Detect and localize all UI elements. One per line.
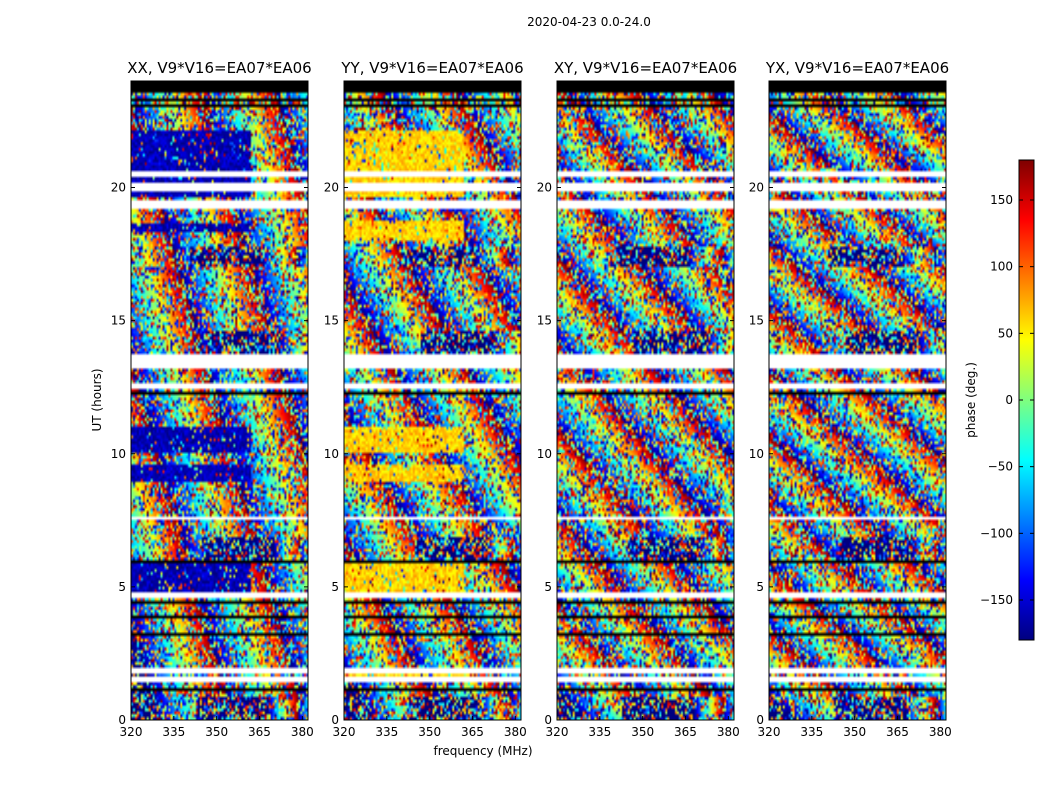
x-tick-label: 365 [674, 725, 697, 739]
y-axis-label: UT (hours) [90, 368, 104, 431]
x-tick-label: 380 [291, 725, 314, 739]
x-tick-label: 320 [758, 725, 781, 739]
y-tick-label: 10 [111, 447, 126, 461]
x-tick-label: 320 [546, 725, 569, 739]
y-tick-label: 10 [537, 447, 552, 461]
panels-group: XX, V9*V16=EA07*EA06 320 335 350 365 380 0 5 10 1… [111, 59, 952, 739]
y-tick-label: 20 [537, 181, 552, 195]
panel-title: XY, V9*V16=EA07*EA06 [554, 59, 737, 77]
colorbar-tick-label: 150 [990, 193, 1013, 207]
y-tick-label: 20 [324, 181, 339, 195]
y-tick-label: 0 [756, 713, 764, 727]
y-tick-label: 15 [749, 314, 764, 328]
x-tick-label: 320 [120, 725, 143, 739]
y-tick-label: 20 [749, 181, 764, 195]
x-axis-label: frequency (MHz) [433, 744, 532, 758]
panel-1: YY, V9*V16=EA07*EA06 320 335 350 365 380 0 5 10 1… [324, 59, 527, 739]
y-tick-label: 5 [118, 580, 126, 594]
y-tick-label: 20 [111, 181, 126, 195]
x-tick-label: 335 [588, 725, 611, 739]
x-tick-label: 335 [800, 725, 823, 739]
x-tick-label: 380 [717, 725, 740, 739]
x-tick-label: 350 [418, 725, 441, 739]
y-tick-label: 10 [324, 447, 339, 461]
y-tick-label: 10 [749, 447, 764, 461]
x-tick-label: 335 [375, 725, 398, 739]
x-tick-label: 350 [843, 725, 866, 739]
y-tick-label: 0 [118, 713, 126, 727]
panel-0: XX, V9*V16=EA07*EA06 320 335 350 365 380 0 5 10 1… [111, 59, 314, 739]
y-tick-label: 15 [324, 314, 339, 328]
y-tick-label: 15 [111, 314, 126, 328]
panel-title: XX, V9*V16=EA07*EA06 [127, 59, 311, 77]
x-tick-label: 365 [461, 725, 484, 739]
y-tick-label: 15 [537, 314, 552, 328]
colorbar-tick-label: 100 [990, 260, 1013, 274]
heatmap-cells [131, 81, 308, 720]
x-tick-label: 380 [929, 725, 952, 739]
heatmap-cells [557, 81, 734, 720]
x-tick-label: 350 [205, 725, 228, 739]
colorbar-tick-label: −150 [980, 593, 1013, 607]
x-tick-label: 335 [162, 725, 185, 739]
colorbar-tick-label: −100 [980, 526, 1013, 540]
panel-frame [130, 80, 309, 721]
chart-suptitle: 2020-04-23 0.0-24.0 [527, 15, 651, 29]
colorbar-label: phase (deg.) [964, 362, 978, 438]
panel-2: XY, V9*V16=EA07*EA06 320 335 350 365 380 0 5 10 1… [537, 59, 740, 739]
y-tick-label: 0 [544, 713, 552, 727]
heatmap-cells [344, 81, 521, 720]
panel-frame [343, 80, 522, 721]
colorbar-tick-label: −50 [988, 460, 1013, 474]
x-tick-label: 365 [886, 725, 909, 739]
x-tick-label: 350 [631, 725, 654, 739]
y-tick-label: 5 [331, 580, 339, 594]
colorbar: 150 100 50 0 −50 −100 −150 [980, 159, 1035, 641]
panel-3: YX, V9*V16=EA07*EA06 320 335 350 365 380 0 5 10 1… [749, 59, 952, 739]
panel-frame [768, 80, 947, 721]
panel-title: YY, V9*V16=EA07*EA06 [340, 59, 523, 77]
heatmap-cells [769, 81, 946, 720]
panel-title: YX, V9*V16=EA07*EA06 [765, 59, 949, 77]
x-tick-label: 380 [504, 725, 527, 739]
panel-frame [556, 80, 735, 721]
colorbar-tick-label: 50 [998, 326, 1013, 340]
y-tick-label: 5 [756, 580, 764, 594]
y-tick-label: 0 [331, 713, 339, 727]
x-tick-label: 320 [333, 725, 356, 739]
y-tick-label: 5 [544, 580, 552, 594]
colorbar-tick-label: 0 [1005, 393, 1013, 407]
x-tick-label: 365 [248, 725, 271, 739]
